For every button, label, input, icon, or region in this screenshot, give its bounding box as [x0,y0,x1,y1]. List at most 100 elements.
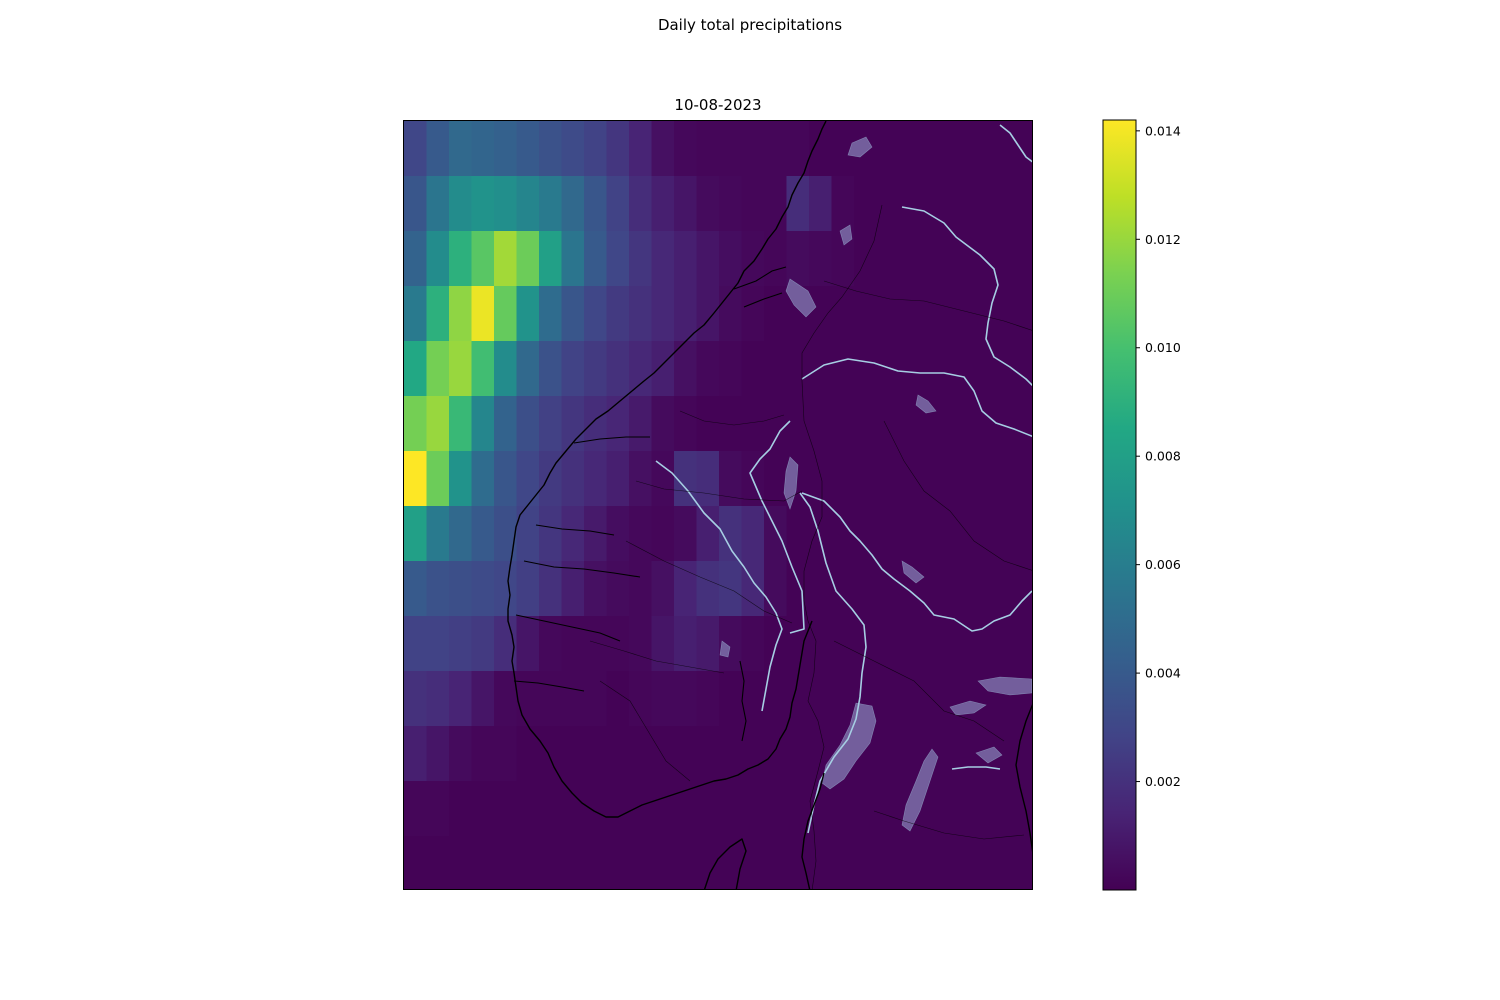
precip-cell [584,121,608,177]
lake-mid-3 [783,456,799,510]
precip-cell [471,286,495,342]
precip-cell [944,616,968,672]
precip-cell [966,286,990,342]
precip-cell [764,836,788,889]
precip-cell [764,616,788,672]
precip-cell [696,561,720,617]
precip-cell [786,231,810,287]
precip-cell [696,726,720,782]
precip-cell [966,561,990,617]
precip-cell [989,176,1013,232]
precip-cell [876,121,900,177]
precip-cell [809,176,833,232]
precip-cell [764,176,788,232]
precip-cell [764,286,788,342]
colorbar-tick-label: 0.008 [1145,449,1181,464]
precip-cell [1011,451,1032,507]
precip-cell [809,561,833,617]
precip-cell [989,286,1013,342]
precip-cell [629,451,653,507]
precip-cell [584,781,608,837]
precip-cell [494,671,518,727]
precip-cell [404,176,428,232]
precip-cell [944,396,968,452]
precip-cell [584,396,608,452]
coastline-east [1015,704,1032,852]
precip-cell [651,836,675,889]
precip-cell [629,286,653,342]
precip-cell [1011,341,1032,397]
precip-cell [764,781,788,837]
precip-cell [966,616,990,672]
precip-cell [831,506,855,562]
precip-cell [561,451,585,507]
precip-cell [741,726,765,782]
precip-cell [831,616,855,672]
precip-cell [449,231,473,287]
precip-cell [989,836,1013,889]
precip-cell [809,671,833,727]
precip-cell [854,781,878,837]
precip-cell [719,671,743,727]
precip-cell [944,561,968,617]
colorbar-gradient [1102,119,1137,891]
lake-vanern-like [901,748,939,832]
precip-cell [404,781,428,837]
precip-cell [561,286,585,342]
precip-cell [921,286,945,342]
precip-cell [449,836,473,889]
precip-cell [449,176,473,232]
precip-cell [449,396,473,452]
lake-mid-2 [785,278,817,318]
precip-cell [831,286,855,342]
precip-cell [741,506,765,562]
precip-cell [606,616,630,672]
precip-cell [516,286,540,342]
fjord-trondheim [733,266,787,308]
colorbar-tick-label: 0.002 [1145,774,1181,789]
precip-cell [944,781,968,837]
precip-cell [831,561,855,617]
precip-cell [651,506,675,562]
precip-cell [516,176,540,232]
precip-cell [426,836,450,889]
precip-cell [786,671,810,727]
precip-cell [1011,506,1032,562]
precip-cell [921,616,945,672]
precip-cell [539,616,563,672]
precip-cell [921,836,945,889]
precip-cell [561,506,585,562]
precip-cell [719,231,743,287]
precip-cell [471,671,495,727]
precip-cell [629,671,653,727]
precip-cell [741,836,765,889]
region-border-7 [883,420,1032,571]
precip-cell [674,781,698,837]
precip-cell [651,121,675,177]
precip-cell [719,451,743,507]
precip-cell [651,231,675,287]
precip-cell [899,506,923,562]
precip-cell [629,781,653,837]
precip-cell [674,836,698,889]
precip-cell [539,121,563,177]
precip-cell [494,286,518,342]
precip-cell [471,451,495,507]
fjord-boknafjord [513,680,585,692]
precip-cell [719,341,743,397]
precip-cell [854,561,878,617]
precip-cell [876,561,900,617]
precip-cell [651,176,675,232]
precip-cell [539,561,563,617]
precip-cell [741,561,765,617]
precip-cell [516,671,540,727]
precip-cell [764,561,788,617]
precip-cell [674,121,698,177]
precip-cell [426,286,450,342]
precip-cell [944,121,968,177]
precip-cell [786,341,810,397]
precip-cell [539,231,563,287]
precip-cell [921,176,945,232]
precip-cell [629,231,653,287]
precip-cell [876,616,900,672]
